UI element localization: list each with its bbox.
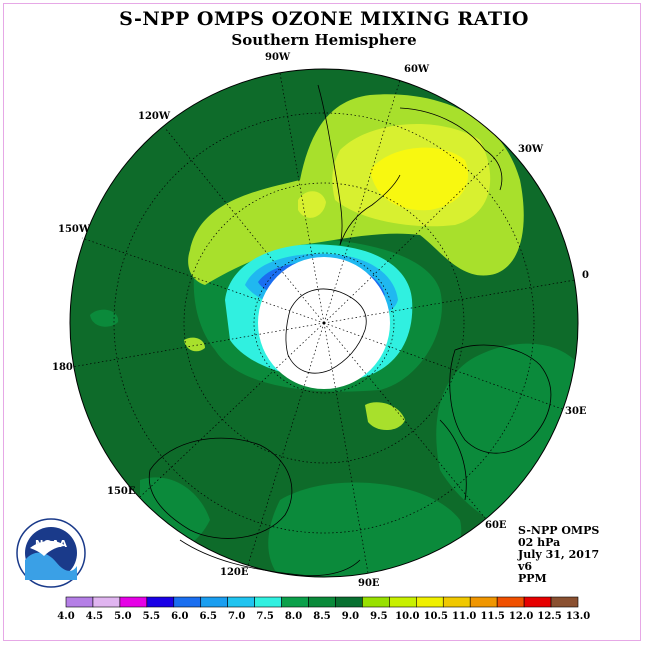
- meridian-150w: [81, 237, 325, 324]
- field-patch-yg-south: [365, 402, 405, 431]
- info-level: 02 hPa: [518, 536, 561, 549]
- label-120e: 120E: [220, 567, 249, 578]
- ozone-field: [70, 69, 578, 577]
- map-subtitle: Southern Hemisphere: [231, 31, 417, 49]
- map-border: [69, 68, 579, 578]
- label-30w: 30W: [518, 144, 544, 155]
- label-120w: 120W: [138, 111, 171, 122]
- label-30e: 30E: [565, 406, 587, 417]
- info-instrument: S-NPP OMPS: [518, 524, 600, 537]
- coast-south-america-east: [399, 107, 503, 191]
- parallel-70: [253, 252, 395, 394]
- meridian-0: [323, 279, 576, 324]
- field-patch-yg-west: [184, 337, 205, 352]
- field-patch-light-yellow: [298, 191, 326, 218]
- page-frame: [3, 3, 641, 641]
- coast-south-america: [317, 84, 401, 246]
- noaa-logo: NOAA: [16, 518, 86, 588]
- meridian-180: [71, 322, 325, 368]
- coast-australia: [148, 437, 293, 539]
- label-180: 180: [52, 362, 73, 373]
- field-patch-green-west: [90, 309, 119, 327]
- south-pole-dot: [322, 321, 326, 325]
- coast-islands: [179, 539, 361, 577]
- parallel-30: [113, 112, 535, 534]
- map-title: S-NPP OMPS OZONE MIXING RATIO: [119, 8, 529, 30]
- label-150e: 150E: [107, 486, 136, 497]
- coast-africa-east: [439, 419, 467, 501]
- label-90w: 90W: [265, 52, 291, 63]
- field-band-yellow: [370, 147, 469, 211]
- coastlines: [148, 84, 552, 577]
- coast-africa-south: [449, 344, 552, 454]
- info-block: S-NPP OMPS 02 hPa July 31, 2017 v6 PPM: [518, 525, 599, 585]
- graticule: [71, 72, 576, 574]
- coast-antarctica: [285, 288, 367, 374]
- label-60w: 60W: [404, 64, 430, 75]
- parallel-50: [183, 182, 465, 464]
- info-date: July 31, 2017: [518, 548, 600, 561]
- noaa-logo-text: NOAA: [35, 539, 67, 550]
- meridian-60w: [323, 79, 401, 324]
- info-units: PPM: [518, 572, 547, 585]
- label-90e: 90E: [358, 578, 380, 589]
- meridian-labels: 90W 60W 120W 30W 150W 0 180 30E 150E 60E…: [52, 52, 589, 589]
- info-version: v6: [518, 560, 533, 573]
- label-60e: 60E: [485, 520, 507, 531]
- meridian-30e: [323, 322, 566, 411]
- label-0: 0: [582, 270, 589, 281]
- label-150w: 150W: [58, 224, 91, 235]
